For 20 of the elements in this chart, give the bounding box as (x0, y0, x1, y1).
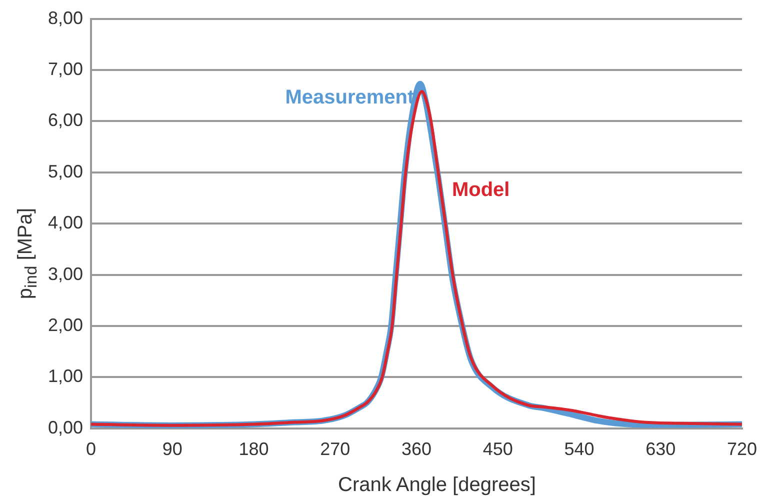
x-tick-label: 720 (726, 439, 758, 460)
y-tick-label: 4,00 (48, 212, 84, 233)
x-tick-label: 360 (401, 439, 432, 460)
y-tick-label: 3,00 (48, 264, 84, 284)
x-tick-label: 180 (238, 439, 269, 460)
x-tick-label: 90 (162, 439, 182, 460)
y-tick-label: 1,00 (48, 366, 84, 386)
y-tick-label: 0,00 (48, 417, 84, 438)
x-tick-label: 270 (320, 439, 350, 460)
series-label: Model (452, 179, 510, 202)
x-axis-title: Crank Angle [degrees] (337, 474, 537, 497)
y-tick-label: 6,00 (48, 110, 84, 130)
x-tick-label: 450 (482, 439, 513, 460)
x-tick-label: 540 (564, 439, 594, 460)
y-tick-label: 5,00 (48, 161, 84, 182)
x-tick-label: 630 (646, 439, 676, 460)
y-tick-label: 7,00 (48, 58, 84, 79)
y-tick-label: 2,00 (48, 314, 84, 335)
y-tick-label: 8,00 (48, 8, 84, 28)
x-tick-label: 0 (86, 439, 96, 460)
